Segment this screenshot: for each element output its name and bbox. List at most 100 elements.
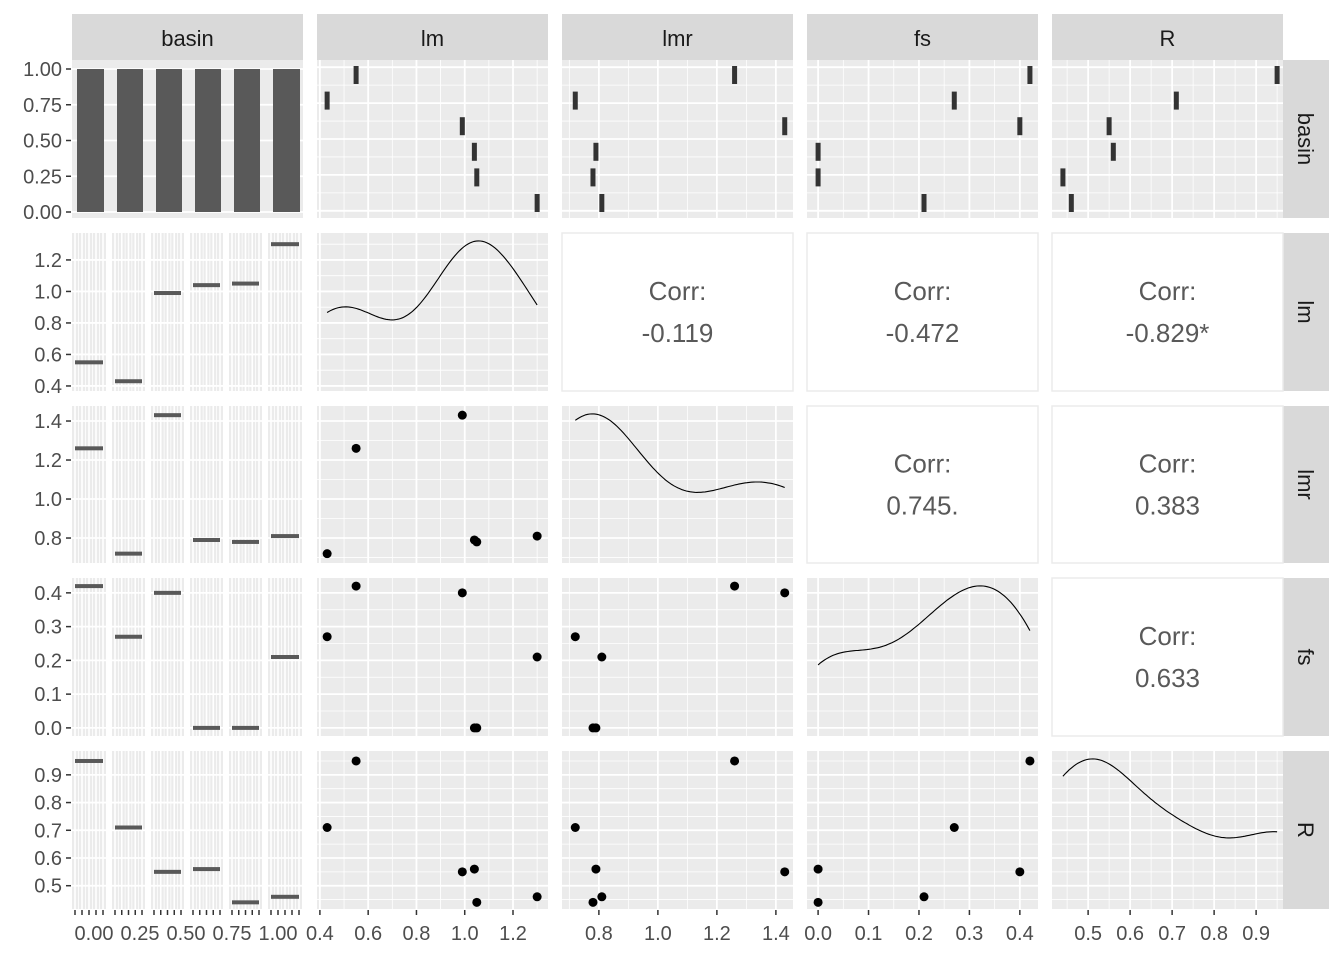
bar-basin-1 <box>77 69 104 212</box>
y-tick-label: 1.0 <box>34 489 62 511</box>
value-bar-basin-6 <box>271 534 299 539</box>
point-basin-1 <box>730 581 740 591</box>
strip-top-basin <box>72 14 303 60</box>
point-basin-6 <box>597 652 607 662</box>
correlation-panel <box>1051 232 1284 392</box>
correlation-label: Corr: <box>649 276 707 306</box>
rug-tick-basin-3 <box>1017 117 1023 136</box>
strip-top-R <box>1052 14 1283 60</box>
point-basin-4 <box>591 864 601 874</box>
x-tick-label: 1.2 <box>703 923 731 945</box>
strip-right-basin <box>1283 60 1329 218</box>
point-basin-6 <box>532 652 542 662</box>
x-tick-label: 0.8 <box>403 923 431 945</box>
bar-basin-2 <box>117 69 143 212</box>
correlation-panel <box>1051 577 1284 737</box>
value-bar-basin-2 <box>115 379 142 384</box>
x-tick-label: 0.00 <box>75 923 114 945</box>
strip-label-top: basin <box>161 26 214 51</box>
strip-right-lmr <box>1283 406 1329 563</box>
y-tick-label: 0.4 <box>34 376 62 398</box>
rug-tick-basin-4 <box>471 142 477 161</box>
x-tick-label: 0.7 <box>1158 923 1186 945</box>
rug-tick-basin-1 <box>353 66 359 84</box>
bar-basin-3 <box>156 69 182 212</box>
point-basin-1 <box>351 756 361 766</box>
rug-tick-basin-4 <box>593 142 599 161</box>
point-basin-6 <box>532 531 542 541</box>
strip-right-R <box>1283 751 1329 909</box>
x-tick-label: 0.4 <box>1006 923 1034 945</box>
density-curve-lm <box>326 240 538 321</box>
point-basin-1 <box>1025 756 1035 766</box>
x-tick-label: 1.0 <box>644 923 672 945</box>
value-bar-basin-5 <box>232 900 259 905</box>
x-tick-label: 1.4 <box>762 923 790 945</box>
point-basin-4 <box>469 864 479 874</box>
point-basin-2 <box>570 823 580 833</box>
rug-tick-basin-5 <box>474 168 480 187</box>
panel-background <box>562 406 793 563</box>
y-tick-label: 0.2 <box>34 650 62 672</box>
point-basin-2 <box>322 823 332 833</box>
x-tick-label: 0.6 <box>354 923 382 945</box>
y-tick-label: 0.9 <box>34 765 62 787</box>
density-curve-lmr <box>574 413 785 493</box>
strip-label-top: lm <box>421 26 444 51</box>
point-basin-2 <box>322 632 332 642</box>
value-bar-basin-1 <box>75 584 103 589</box>
correlation-panel <box>806 232 1039 392</box>
rug-tick-basin-6 <box>1068 194 1074 212</box>
point-basin-3 <box>457 588 467 598</box>
point-basin-1 <box>351 443 361 453</box>
rug-tick-basin-3 <box>1106 117 1112 136</box>
value-bar-basin-1 <box>75 758 103 763</box>
strip-label-top: R <box>1160 26 1176 51</box>
value-bar-basin-4 <box>193 725 220 730</box>
value-bar-basin-3 <box>154 869 181 874</box>
correlation-value: -0.119 <box>642 318 714 348</box>
strip-top-lmr <box>562 14 793 60</box>
panel-background <box>72 60 303 218</box>
point-basin-5 <box>588 897 598 907</box>
point-basin-5 <box>472 897 482 907</box>
rug-tick-basin-1 <box>1027 66 1033 84</box>
y-tick-label: 0.50 <box>23 131 62 153</box>
bar-basin-6 <box>273 69 300 212</box>
strip-label-top: fs <box>914 26 931 51</box>
value-bar-basin-5 <box>232 281 259 286</box>
rug-tick-basin-2 <box>951 91 957 110</box>
y-tick-label: 0.7 <box>34 820 62 842</box>
panel-background <box>317 406 548 563</box>
y-tick-label: 0.8 <box>34 528 62 550</box>
y-tick-label: 1.4 <box>34 411 62 433</box>
density-curve-fs <box>817 585 1031 666</box>
rug-tick-basin-4 <box>815 142 821 161</box>
y-tick-label: 0.5 <box>34 876 62 898</box>
correlation-panel <box>1051 405 1284 564</box>
y-tick-label: 1.0 <box>34 281 62 303</box>
point-basin-6 <box>532 892 542 902</box>
value-bar-basin-3 <box>154 291 181 296</box>
value-bar-basin-4 <box>193 283 220 288</box>
value-bar-basin-4 <box>193 537 220 542</box>
x-tick-label: 1.00 <box>259 923 298 945</box>
strip-label-right: fs <box>1293 648 1318 665</box>
correlation-label: Corr: <box>894 449 952 479</box>
x-tick-label: 0.8 <box>585 923 613 945</box>
point-basin-5 <box>472 723 482 733</box>
point-basin-2 <box>949 823 959 833</box>
y-tick-label: 1.2 <box>34 250 62 272</box>
y-tick-label: 0.3 <box>34 617 62 639</box>
y-tick-label: 0.0 <box>34 718 62 740</box>
value-bar-basin-4 <box>193 867 220 872</box>
value-bar-basin-1 <box>75 446 103 451</box>
x-tick-label: 0.4 <box>306 923 334 945</box>
x-tick-label: 0.2 <box>905 923 933 945</box>
value-bar-basin-6 <box>271 242 299 247</box>
rug-tick-basin-2 <box>1173 91 1179 110</box>
rug-tick-basin-6 <box>534 194 540 212</box>
x-tick-label: 0.6 <box>1116 923 1144 945</box>
point-basin-2 <box>322 549 332 559</box>
